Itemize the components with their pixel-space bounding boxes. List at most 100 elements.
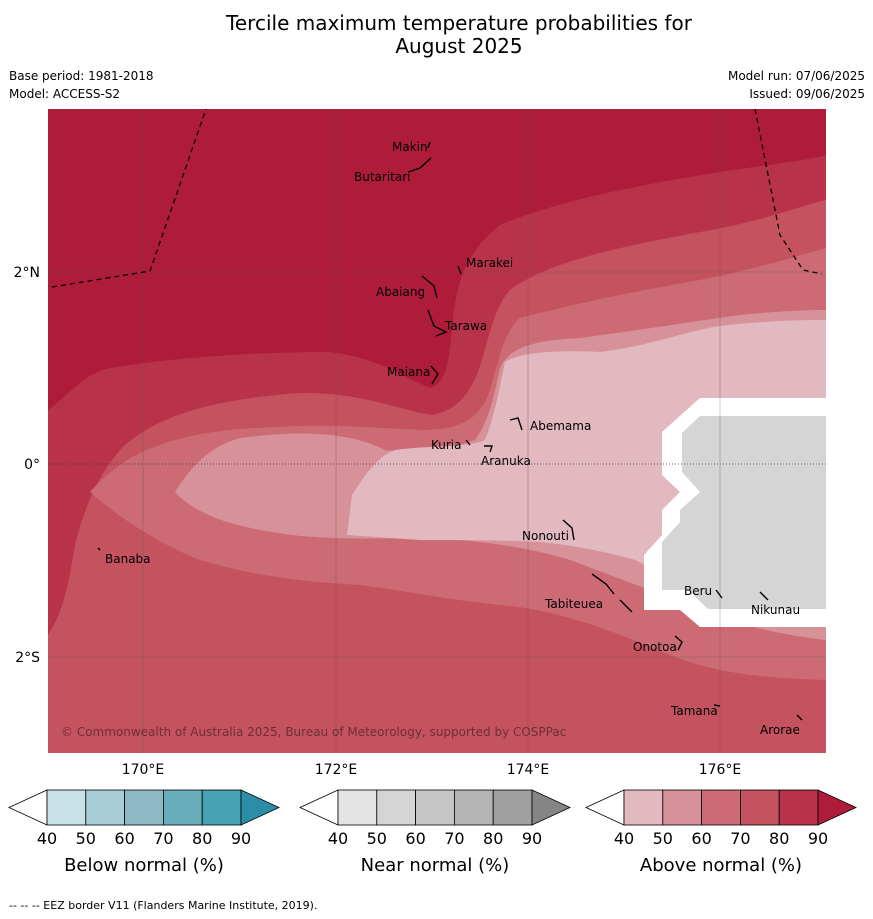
islands [97, 141, 803, 721]
eez-border-west [51, 108, 207, 288]
island-nonouti-shape [562, 519, 575, 541]
probability-field [48, 109, 826, 753]
meta-left: Base period: 1981-2018 Model: ACCESS-S2 [9, 67, 154, 103]
island-abaiang-shape [421, 275, 438, 299]
near-normal-colorbar-label: Near normal (%) [361, 855, 510, 876]
near-normal-colorbar: 40 50 60 70 80 90 Near normal (%) [299, 789, 571, 876]
label-banaba: Banaba [105, 552, 151, 566]
island-onotoa-shape [674, 635, 683, 651]
eez-border-east [754, 108, 823, 275]
below-normal-colorbar-tick: 90 [231, 829, 251, 848]
below-normal-colorbar-label: Below normal (%) [64, 855, 224, 876]
label-onotoa: Onotoa [633, 640, 677, 654]
island-nikunau-shape [759, 591, 769, 601]
map-title: Tercile maximum temperature probabilitie… [0, 12, 873, 58]
lon-label-176e: 176°E [699, 762, 742, 778]
lon-label-172e: 172°E [315, 762, 358, 778]
below-normal-colorbar-segment [46, 789, 87, 826]
island-banaba-shape [97, 547, 101, 551]
island-butaritari-shape [407, 157, 432, 173]
copyright-notice: © Commonwealth of Australia 2025, Bureau… [61, 725, 566, 739]
below-normal-colorbar-segment [85, 789, 126, 826]
lat-label-2n: 2°N [14, 265, 40, 281]
island-abemama-shape [509, 417, 523, 431]
above-normal-colorbar-high-extension [817, 789, 857, 826]
longitude-labels: 170°E 172°E 174°E 176°E [122, 762, 742, 778]
below-normal-colorbar-segment [201, 789, 242, 826]
island-tarawa-shape [427, 309, 448, 337]
label-arorae: Arorae [760, 723, 800, 737]
above-normal-colorbar-tick: 60 [691, 829, 711, 848]
label-kuria: Kuria [431, 438, 462, 452]
below-normal-colorbar-high-extension [240, 789, 280, 826]
near-normal-colorbar-segment [376, 789, 416, 826]
below-normal-colorbar-segment [124, 789, 164, 826]
label-tarawa: Tarawa [444, 319, 487, 333]
near-normal-colorbar-tick: 60 [405, 829, 425, 848]
issued-date: Issued: 09/06/2025 [749, 87, 865, 101]
near-normal-colorbar-tick: 40 [328, 829, 348, 848]
near-normal-colorbar-tick: 90 [522, 829, 542, 848]
latitude-labels: 2°N 0° 2°S [14, 265, 41, 666]
below-normal-colorbar-tick: 80 [192, 829, 212, 848]
eez-border [51, 108, 823, 288]
label-maiana: Maiana [387, 365, 430, 379]
near-normal-region [662, 416, 826, 609]
above-normal-colorbar-segment [662, 789, 702, 826]
lat-label-2s: 2°S [15, 650, 40, 666]
place-labels: Makin Butaritari Marakei Abaiang Tarawa … [105, 140, 800, 737]
island-tabiteuea-shape [591, 573, 633, 613]
near-normal-colorbar-segment [453, 789, 494, 826]
near-normal-colorbar-low-extension [299, 789, 339, 826]
above-normal-colorbar-tick: 90 [808, 829, 828, 848]
label-butaritari: Butaritari [354, 170, 411, 184]
meta-right: Model run: 07/06/2025 Issued: 09/06/2025 [728, 67, 865, 103]
title-line-1: Tercile maximum temperature probabilitie… [226, 11, 692, 35]
label-beru: Beru [684, 584, 712, 598]
above-normal-colorbar-segment [740, 789, 780, 826]
near-normal-colorbar-segment [337, 789, 378, 826]
above-normal-colorbar-tick: 70 [730, 829, 750, 848]
label-abemama: Abemama [530, 419, 591, 433]
label-nikunau: Nikunau [751, 603, 800, 617]
below-normal-colorbar-low-extension [8, 789, 48, 826]
lon-label-174e: 174°E [507, 762, 550, 778]
below-normal-colorbar-tick: 40 [37, 829, 57, 848]
near-normal-colorbar-tick: 70 [444, 829, 464, 848]
below-normal-colorbar-tick: 50 [76, 829, 96, 848]
below-normal-colorbar-segment [162, 789, 203, 826]
eez-footnote: -- -- -- EEZ border V11 (Flanders Marine… [9, 899, 318, 912]
island-aranuka-shape [484, 445, 493, 453]
colorbars: 40 50 60 70 80 90 Below normal (%) 40 50 60 70 80 90… [8, 789, 857, 876]
island-tamana-shape [713, 704, 721, 707]
lon-label-170e: 170°E [122, 762, 165, 778]
model-name: Model: ACCESS-S2 [9, 87, 121, 101]
base-period: Base period: 1981-2018 [9, 69, 154, 83]
near-normal-colorbar-segment [492, 789, 533, 826]
below-normal-colorbar-tick: 70 [153, 829, 173, 848]
above-normal-colorbar-segment [623, 789, 664, 826]
above-normal-colorbar-tick: 50 [653, 829, 673, 848]
above-normal-colorbar-low-extension [585, 789, 625, 826]
label-marakei: Marakei [466, 256, 513, 270]
below-normal-colorbar: 40 50 60 70 80 90 Below normal (%) [8, 789, 280, 876]
label-tamana: Tamana [670, 704, 718, 718]
island-kuria-shape [465, 439, 471, 446]
island-beru-shape [715, 589, 723, 599]
label-makin: Makin [392, 140, 428, 154]
island-arorae-shape [796, 714, 803, 721]
below-normal-colorbar-tick: 60 [114, 829, 134, 848]
island-marakei-shape [457, 265, 462, 275]
above-normal-colorbar-tick: 80 [769, 829, 789, 848]
above-normal-colorbar-tick: 40 [614, 829, 634, 848]
label-nonouti: Nonouti [522, 529, 569, 543]
near-normal-colorbar-high-extension [531, 789, 571, 826]
near-normal-colorbar-tick: 80 [483, 829, 503, 848]
near-normal-colorbar-tick: 50 [367, 829, 387, 848]
lat-label-0: 0° [24, 457, 40, 473]
label-aranuka: Aranuka [481, 454, 531, 468]
near-normal-colorbar-segment [415, 789, 455, 826]
above-normal-colorbar-segment [701, 789, 741, 826]
island-maiana-shape [430, 365, 439, 385]
